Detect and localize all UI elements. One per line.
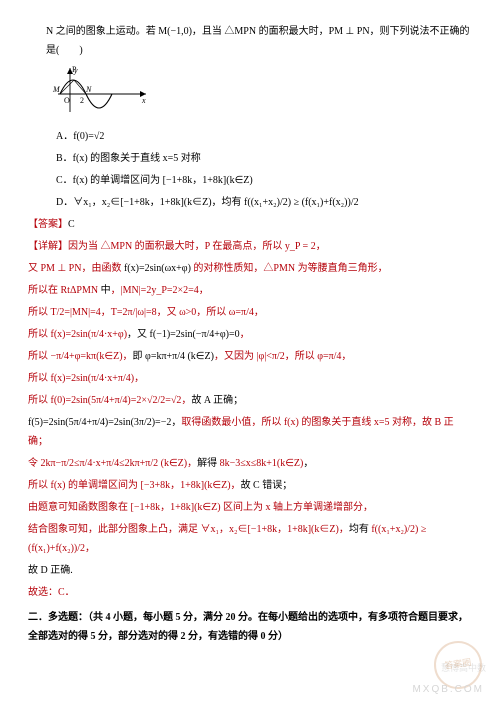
- sol-l6b: 即 φ=kπ+π/4 (k∈Z): [133, 351, 214, 362]
- answer-value: C: [68, 219, 75, 230]
- choice-b: B．f(x) 的图象关于直线 x=5 对称: [28, 149, 472, 168]
- detail-7: 所以 f(x)=2sin(π/4·x+π/4)，: [28, 369, 472, 388]
- sol-l8a: 所以 f(0)=2sin(5π/4+π/4)=2×√2/2=√2，: [28, 395, 191, 406]
- sine-graph: y x P M O N 2: [50, 64, 472, 121]
- stamp-text: 答案圈: [443, 655, 472, 676]
- svg-text:N: N: [85, 85, 92, 94]
- detail-12: 由题意可知函数图象在 [−1+8k，1+8k](k∈Z) 区间上为 x 轴上方单…: [28, 498, 472, 517]
- sol-l9a: f(5)=2sin(5π/4+π/4)=2sin(3π/2)=−2，: [28, 417, 181, 428]
- choice-d: D．∀x₁，x₂∈[−1+8k，1+8k](k∈Z)，均有 f((x₁+x₂)/…: [28, 193, 472, 212]
- section-2-heading: 二．多选题：（共 4 小题，每小题 5 分，满分 20 分。在每小题给出的选项中…: [28, 608, 472, 646]
- detail-3: 所以在 RtΔPMN 中，|MN|=2y_P=2×2=4，: [28, 281, 472, 300]
- detail-8: 所以 f(0)=2sin(5π/4+π/4)=2×√2/2=√2，故 A 正确；: [28, 391, 472, 410]
- detail-2: 又 PM ⊥ PN，由函数 f(x)=2sin(ωx+φ) 的对称性质知，△PM…: [28, 259, 472, 278]
- sol-l5a: 所以 f(x)=2sin(π/4·x+φ): [28, 329, 127, 340]
- sol-l10d: ，: [303, 458, 313, 469]
- sol-l3a: 所以在 RtΔPMN: [28, 285, 98, 296]
- sol-l6c: ，又因为 |φ|<π/2，所以 φ=π/4，: [214, 351, 351, 362]
- sol-l8b: 故 A 正确；: [191, 395, 243, 406]
- sol-l11a: 所以 f(x) 的单调增区间为 [−3+8k，1+8k](k∈Z)，: [28, 480, 241, 491]
- question-stem: N 之间的图象上运动。若 M(−1,0)，且当 △MPN 的面积最大时，PM ⊥…: [28, 22, 472, 60]
- detail-6: 所以 −π/4+φ=kπ(k∈Z)，即 φ=kπ+π/4 (k∈Z)，又因为 |…: [28, 347, 472, 366]
- svg-text:2: 2: [80, 96, 84, 105]
- choice-c: C．f(x) 的单调增区间为 [−1+8k，1+8k](k∈Z): [28, 171, 472, 190]
- sol-l5c: ，: [240, 329, 250, 340]
- sol-l10c: 8k−3≤x≤8k+1(k∈Z): [217, 458, 303, 469]
- answer-line: 【答案】C: [28, 215, 472, 234]
- sol-l13b: 均有: [349, 524, 369, 535]
- sol-l2c: 的对称性质知，△PMN 为等腰直角三角形，: [193, 263, 387, 274]
- sol-l3c: ，|MN|=2y_P=2×2=4，: [111, 285, 209, 296]
- svg-text:O: O: [64, 96, 70, 105]
- sol-l5b: ，又 f(−1)=2sin(−π/4+φ)=0: [127, 329, 240, 340]
- sol-l3b: 中: [98, 285, 111, 296]
- sol-l10b: 解得: [197, 458, 217, 469]
- detail-label: 【详解】: [28, 241, 68, 252]
- svg-text:M: M: [52, 85, 61, 94]
- detail-1: 【详解】因为当 △MPN 的面积最大时，P 在最高点，所以 y_P = 2，: [28, 237, 472, 256]
- svg-text:x: x: [141, 96, 146, 105]
- detail-4: 所以 T/2=|MN|=4，T=2π/|ω|=8，又 ω>0，所以 ω=π/4，: [28, 303, 472, 322]
- answer-label: 【答案】: [28, 219, 68, 230]
- sol-l2b: f(x)=2sin(ωx+φ): [121, 263, 193, 274]
- detail-15: 故选：C．: [28, 583, 472, 602]
- detail-13: 结合图象可知，此部分图象上凸，满足 ∀x₁，x₂∈[−1+8k，1+8k](k∈…: [28, 520, 472, 558]
- svg-text:P: P: [72, 65, 77, 74]
- detail-14: 故 D 正确.: [28, 561, 472, 580]
- sol-l13a: 结合图象可知，此部分图象上凸，满足 ∀x₁，x₂∈[−1+8k，1+8k](k∈…: [28, 524, 349, 535]
- detail-9: f(5)=2sin(5π/4+π/4)=2sin(3π/2)=−2，取得函数最小…: [28, 413, 472, 451]
- watermark-url: MXQB.COM: [412, 680, 484, 699]
- sol-l10a: 令 2kπ−π/2≤π/4·x+π/4≤2kπ+π/2 (k∈Z)，: [28, 458, 197, 469]
- sol-l11b: 故 C 错误；: [241, 480, 293, 491]
- detail-10: 令 2kπ−π/2≤π/4·x+π/4≤2kπ+π/2 (k∈Z)，解得 8k−…: [28, 454, 472, 473]
- sol-l2a: 又 PM ⊥ PN，由函数: [28, 263, 121, 274]
- detail-5: 所以 f(x)=2sin(π/4·x+φ)，又 f(−1)=2sin(−π/4+…: [28, 325, 472, 344]
- sol-l1a: 因为当 △MPN 的面积最大时，P 在最高点，所以 y_P = 2，: [68, 241, 326, 252]
- sol-l6a: 所以 −π/4+φ=kπ(k∈Z)，: [28, 351, 133, 362]
- sol-l14: 故 D 正确.: [28, 565, 73, 576]
- detail-11: 所以 f(x) 的单调增区间为 [−3+8k，1+8k](k∈Z)，故 C 错误…: [28, 476, 472, 495]
- choice-a: A．f(0)=√2: [28, 127, 472, 146]
